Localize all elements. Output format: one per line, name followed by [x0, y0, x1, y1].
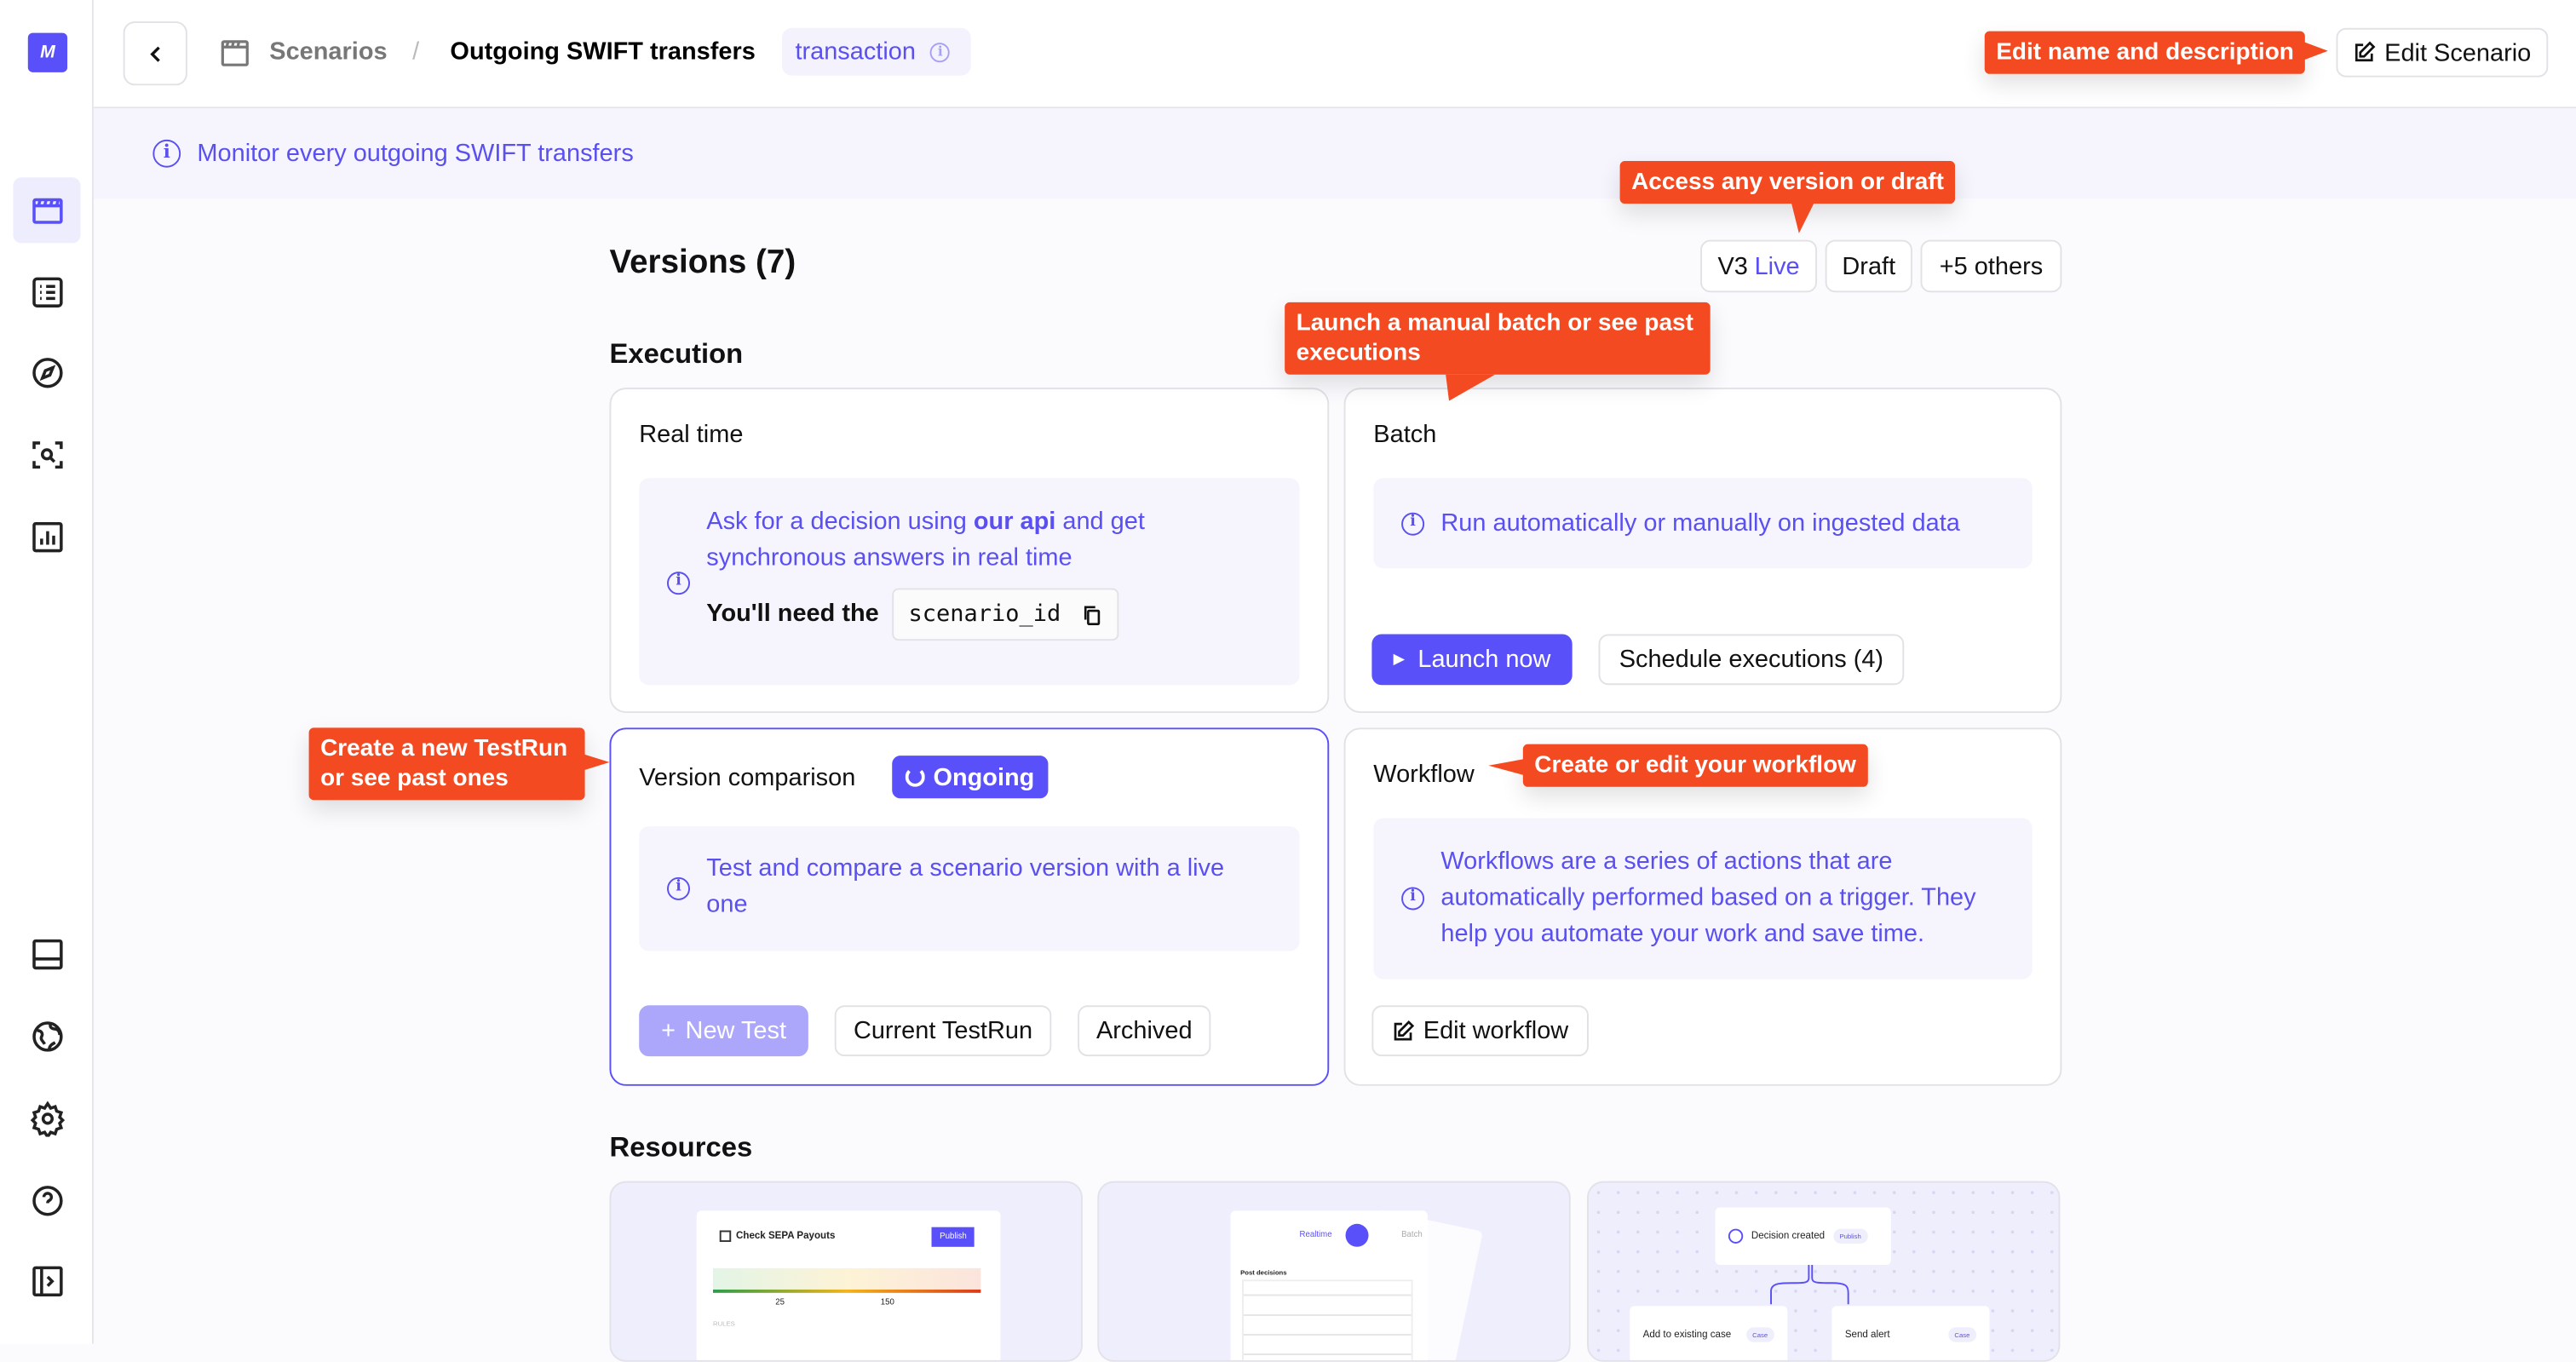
sidebar-item-analytics[interactable]: [13, 504, 80, 570]
annotation-workflow: Create or edit your workflow: [1522, 744, 1868, 787]
annotation-arrow: [1488, 759, 1525, 776]
publish-preview: Publish: [931, 1227, 975, 1247]
edit-icon: [1394, 1020, 1415, 1040]
annotation-arrow: [583, 754, 610, 771]
list-icon: [32, 277, 62, 307]
page-title: Outgoing SWIFT transfers: [450, 37, 756, 66]
execution-preview: Realtime Batch Post decisions: [1230, 1210, 1428, 1360]
edit-scenario-button[interactable]: Edit Scenario: [2336, 27, 2549, 78]
scan-search-icon: [32, 441, 62, 469]
execution-title: Execution: [609, 338, 744, 370]
annotation-versions: Access any version or draft: [1619, 161, 1956, 204]
annotation-arrow: [2301, 41, 2328, 61]
compass-icon: [1728, 1228, 1744, 1244]
help-icon: [32, 1186, 62, 1216]
realtime-card: Real time i Ask for a decision using our…: [609, 388, 1330, 714]
edit-icon: [2355, 41, 2377, 62]
chevron-left-icon: [149, 45, 159, 61]
launch-now-button[interactable]: ▶ Launch now: [1371, 634, 1573, 686]
schedule-executions-button[interactable]: Schedule executions (4): [1598, 634, 1905, 686]
current-testrun-button[interactable]: Current TestRun: [834, 1005, 1052, 1057]
panel-bottom-icon: [32, 939, 62, 970]
api-link[interactable]: our api: [973, 507, 1056, 536]
workflow-info: i Workflows are a series of actions that…: [1373, 818, 2033, 980]
scenario-description: Monitor every outgoing SWIFT transfers: [197, 139, 634, 168]
globe-icon: [32, 1021, 62, 1052]
loading-spinner-icon: [905, 767, 925, 787]
version-v3-live[interactable]: V3 Live: [1700, 239, 1818, 293]
trigger-object-badge[interactable]: transaction i: [782, 27, 971, 76]
realtime-title: Real time: [639, 420, 744, 449]
action-node-preview: Send alert Case: [1831, 1306, 1990, 1360]
resource-card-rules[interactable]: Check SEPA Payouts Publish 25 150 RULES: [609, 1181, 1083, 1362]
info-icon: i: [1401, 887, 1425, 911]
batch-info: i Run automatically or manually on ingest…: [1373, 478, 2033, 569]
sidebar-item-globe[interactable]: [13, 1003, 80, 1069]
analytics-chart-icon: [32, 521, 62, 553]
workflow-connector-arrows: [1770, 1265, 1849, 1305]
score-scale: [713, 1267, 981, 1293]
sidebar-item-scenarios[interactable]: [13, 177, 81, 244]
clapperboard-icon: [719, 1230, 732, 1243]
action-node-preview: Add to existing case Case: [1630, 1306, 1788, 1360]
code-preview: [1242, 1279, 1413, 1360]
comparison-title: Version comparison: [639, 763, 856, 792]
scenarios-clapperboard-icon: [221, 40, 249, 66]
compass-icon: [32, 358, 62, 388]
breadcrumb-scenarios[interactable]: Scenarios: [269, 37, 388, 66]
sidebar-toggle-icon: [32, 1266, 62, 1296]
copy-icon[interactable]: [1080, 604, 1101, 625]
sidebar-toggle[interactable]: [13, 1249, 80, 1314]
play-icon: ▶: [1393, 650, 1405, 668]
scenario-id-code[interactable]: scenario_id: [892, 588, 1118, 641]
info-icon: i: [667, 572, 691, 595]
app-logo[interactable]: M: [27, 32, 68, 72]
sidebar-item-investigation[interactable]: [13, 422, 80, 488]
trigger-node-preview: Decision created Publish: [1715, 1207, 1891, 1266]
ongoing-status-badge[interactable]: Ongoing: [892, 756, 1048, 799]
scenarios-clapperboard-icon: [32, 198, 62, 224]
batch-title: Batch: [1373, 420, 1437, 449]
versions-title: Versions (7): [609, 244, 796, 281]
annotation-arrow: [1791, 200, 1816, 233]
new-test-button[interactable]: + New Test: [639, 1005, 808, 1057]
realtime-info: i Ask for a decision using our api and g…: [639, 478, 1300, 686]
sidebar-item-help[interactable]: [13, 1168, 80, 1233]
info-icon: i: [667, 876, 691, 900]
comparison-info: i Test and compare a scenario version wi…: [639, 826, 1300, 951]
workflow-title: Workflow: [1373, 760, 1475, 789]
version-others[interactable]: +5 others: [1920, 239, 2062, 293]
sidebar-item-decisions[interactable]: [13, 340, 80, 405]
annotation-testrun: Create a new TestRun or see past ones: [308, 727, 585, 801]
sidebar-item-lists[interactable]: [13, 260, 80, 325]
sidebar-item-panel[interactable]: [13, 922, 80, 987]
toggle-preview: [1345, 1223, 1369, 1247]
annotation-batch: Launch a manual batch or see past execut…: [1285, 302, 1711, 375]
archived-button[interactable]: Archived: [1078, 1005, 1211, 1057]
edit-workflow-button[interactable]: Edit workflow: [1371, 1005, 1589, 1057]
back-button[interactable]: [123, 21, 187, 86]
version-draft[interactable]: Draft: [1825, 239, 1912, 293]
sidebar-item-settings[interactable]: [13, 1086, 80, 1152]
info-icon: i: [930, 42, 951, 62]
annotation-arrow: [1446, 374, 1496, 401]
breadcrumb-separator: /: [412, 37, 420, 66]
workflow-card: Workflow i Workflows are a series of act…: [1343, 727, 2062, 1086]
info-icon: i: [1401, 511, 1425, 535]
rules-preview: Check SEPA Payouts Publish 25 150 RULES: [696, 1210, 1001, 1360]
resource-card-execution[interactable]: Realtime Batch Post decisions: [1097, 1181, 1571, 1362]
resource-card-workflow[interactable]: Decision created Publish Add to existing…: [1587, 1181, 2061, 1362]
resources-title: Resources: [609, 1131, 753, 1164]
sidebar: M: [0, 0, 94, 1344]
gear-icon: [29, 1101, 65, 1137]
description-bar: i Monitor every outgoing SWIFT transfers: [93, 108, 2576, 199]
info-icon: i: [152, 139, 181, 168]
plus-icon: +: [661, 1016, 676, 1045]
annotation-edit: Edit name and description: [1984, 31, 2306, 74]
